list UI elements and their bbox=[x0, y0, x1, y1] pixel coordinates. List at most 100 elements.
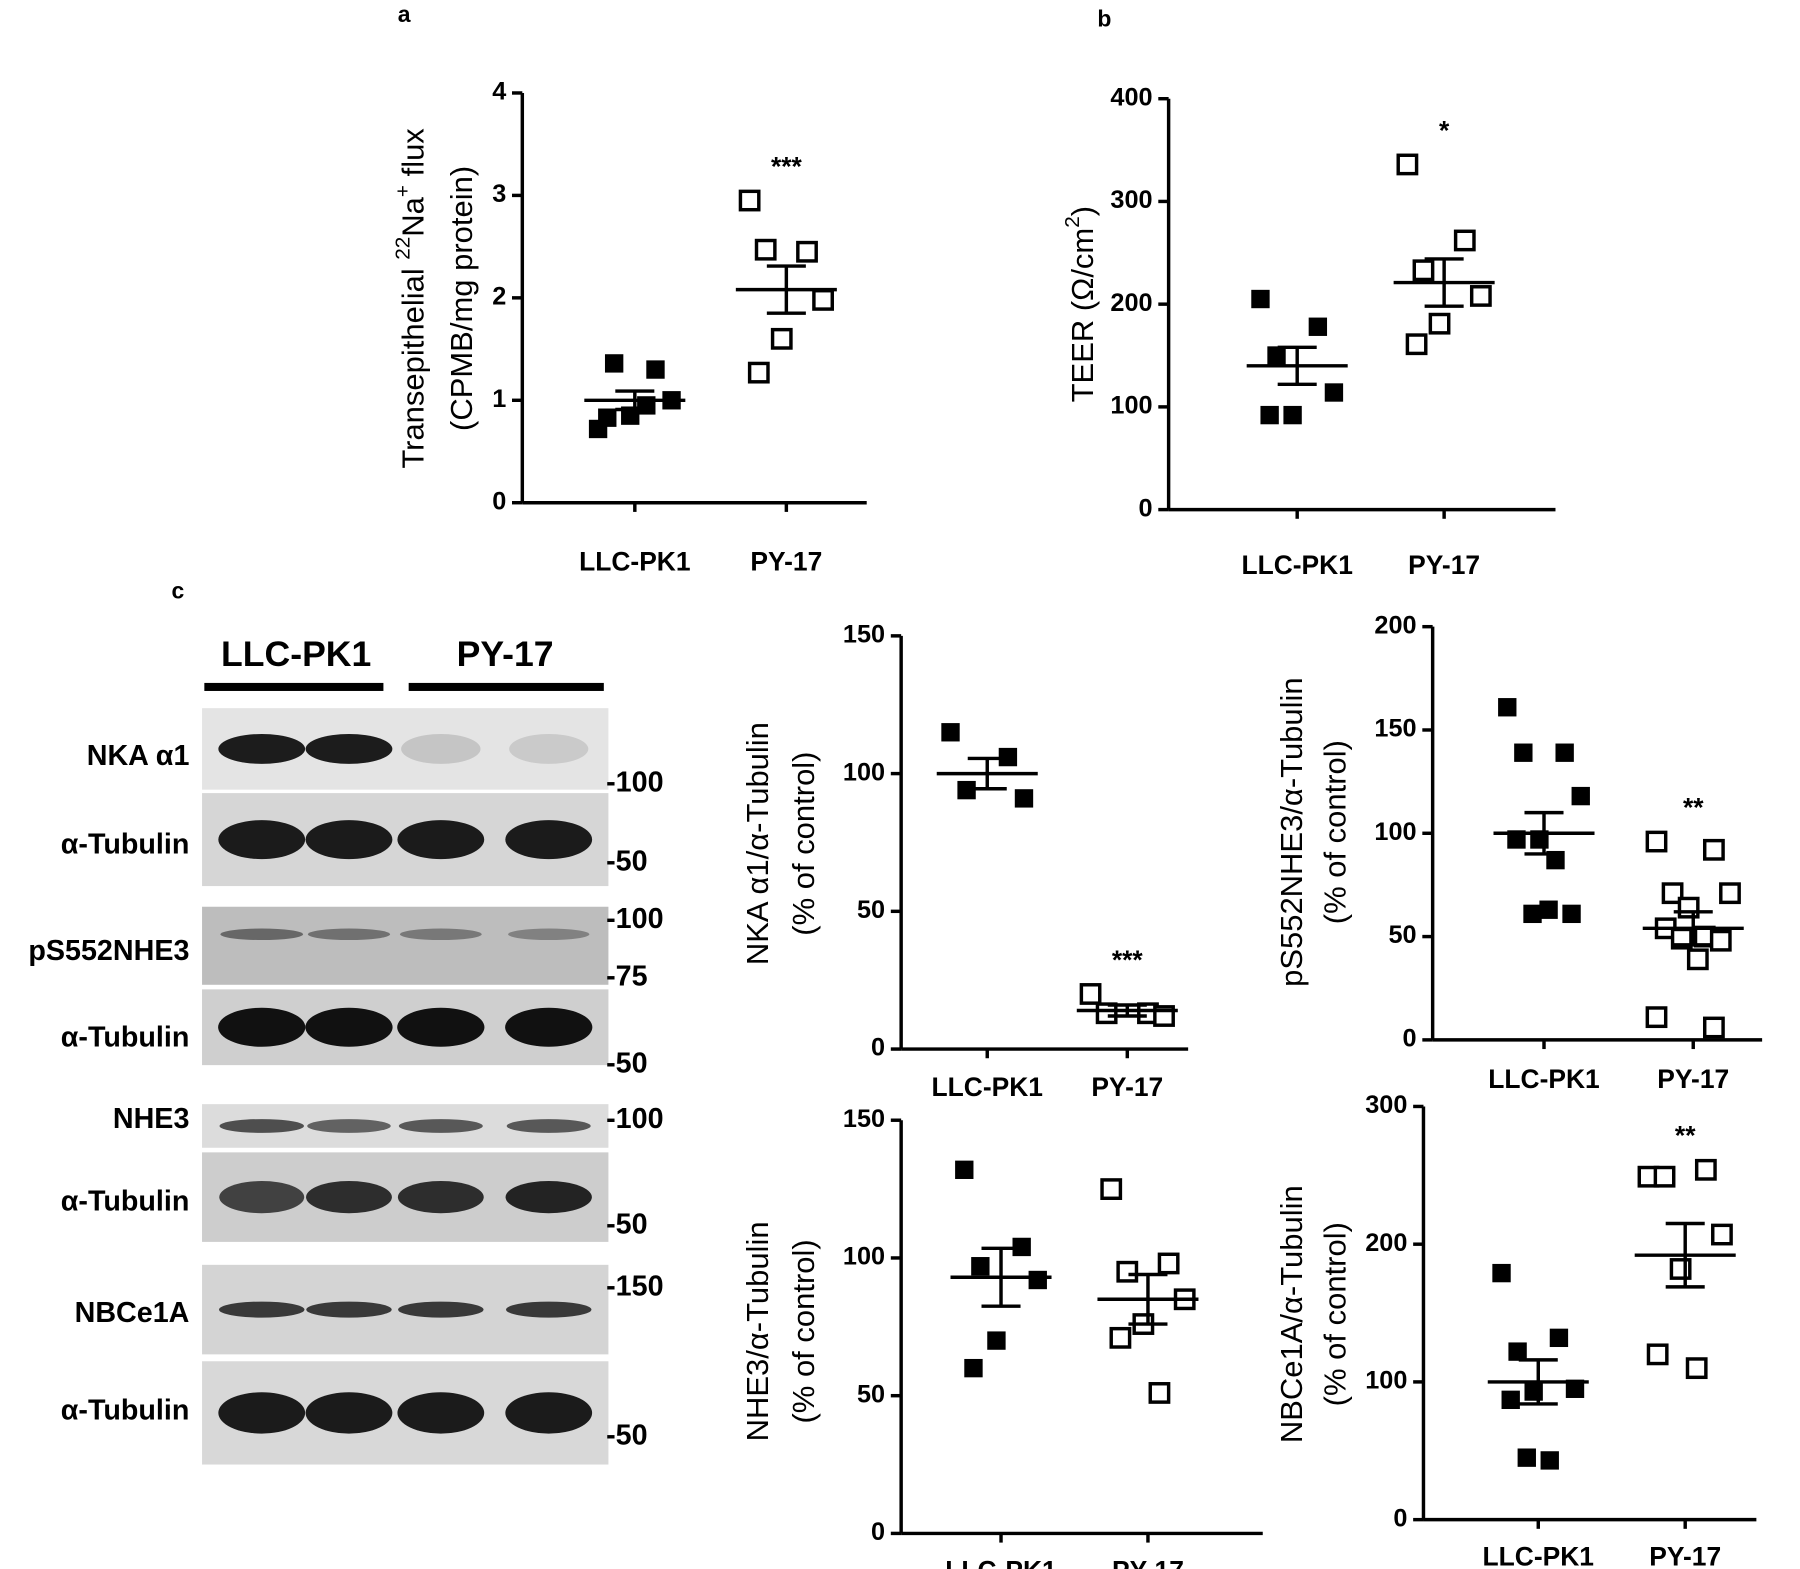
data-point bbox=[1157, 1252, 1180, 1275]
y-axis-label-part: + bbox=[392, 185, 415, 197]
significance: *** bbox=[771, 151, 803, 181]
x-tick-label: PY-17 bbox=[1657, 1064, 1729, 1094]
data-point bbox=[1412, 259, 1435, 282]
data-point bbox=[1514, 743, 1533, 762]
data-point bbox=[1148, 1382, 1171, 1404]
data-point bbox=[796, 240, 818, 263]
size-marker: -50 bbox=[606, 1420, 647, 1452]
y-tick-label: 100 bbox=[1374, 818, 1416, 846]
data-point bbox=[1100, 1178, 1123, 1200]
data-point bbox=[964, 1358, 983, 1378]
blot-band bbox=[218, 820, 306, 860]
y-axis-label-part: (% of control) bbox=[1318, 1222, 1353, 1406]
blot-band bbox=[506, 1119, 591, 1133]
blot-strip bbox=[202, 906, 609, 985]
y-axis-label: (% of control) bbox=[786, 751, 821, 935]
y-tick-label: 0 bbox=[492, 487, 506, 515]
lane-bar bbox=[408, 682, 604, 691]
data-point bbox=[1283, 405, 1302, 425]
data-point bbox=[941, 723, 960, 742]
y-tick-label: 3 bbox=[492, 180, 506, 208]
data-point bbox=[1523, 904, 1542, 924]
data-point bbox=[754, 238, 777, 261]
data-point bbox=[1453, 229, 1476, 252]
y-axis-label: NKA α1/α-Tubulin bbox=[740, 722, 775, 965]
blot-band bbox=[305, 820, 393, 860]
blot-band bbox=[307, 1119, 391, 1133]
y-tick-label: 0 bbox=[871, 1034, 885, 1062]
significance: *** bbox=[1112, 945, 1144, 975]
data-point bbox=[1661, 882, 1684, 905]
x-tick-label: PY-17 bbox=[1408, 550, 1480, 580]
blot-row-label: α-Tubulin bbox=[61, 1394, 190, 1426]
data-point bbox=[987, 1331, 1006, 1350]
data-point bbox=[1508, 1342, 1527, 1361]
y-axis-label: (% of control) bbox=[1318, 1222, 1353, 1406]
data-point bbox=[1251, 289, 1270, 309]
data-point bbox=[1702, 1016, 1725, 1039]
data-point bbox=[770, 327, 793, 350]
data-point bbox=[1645, 1006, 1668, 1029]
data-point bbox=[1709, 929, 1732, 952]
y-axis-label-part: NHE3/α-Tubulin bbox=[740, 1221, 775, 1441]
data-point bbox=[1653, 1165, 1676, 1188]
y-axis-label-part: flux bbox=[396, 128, 431, 185]
blot-row-label: α-Tubulin bbox=[61, 1021, 190, 1053]
blot-band bbox=[509, 733, 589, 764]
y-tick-label: 100 bbox=[1110, 392, 1152, 420]
data-point bbox=[1396, 153, 1419, 176]
data-point bbox=[1079, 983, 1102, 1005]
y-tick-label: 0 bbox=[1139, 494, 1153, 522]
y-axis-label-part: (% of control) bbox=[786, 1239, 821, 1423]
data-point bbox=[957, 780, 976, 800]
y-axis-label: NHE3/α-Tubulin bbox=[740, 1221, 775, 1441]
data-point bbox=[1571, 786, 1590, 806]
significance: * bbox=[1439, 115, 1450, 145]
y-axis-label: pS552NHE3/α-Tubulin bbox=[1274, 677, 1309, 987]
size-marker: -75 bbox=[606, 960, 648, 992]
data-point bbox=[812, 288, 834, 311]
data-point bbox=[1498, 698, 1517, 717]
blot-band bbox=[307, 928, 391, 941]
blot-band bbox=[305, 1007, 393, 1047]
y-tick-label: 150 bbox=[843, 1105, 885, 1133]
data-point bbox=[747, 361, 770, 384]
y-axis-label-part: 2 bbox=[1061, 216, 1084, 227]
x-tick-label: LLC-PK1 bbox=[945, 1555, 1056, 1569]
blot-band bbox=[397, 820, 485, 860]
blot-band bbox=[397, 1181, 484, 1214]
y-axis-label-part: TEER (Ω/cm bbox=[1065, 228, 1100, 403]
size-marker: -100 bbox=[606, 903, 663, 935]
data-point bbox=[1694, 1158, 1717, 1181]
x-tick-label: LLC-PK1 bbox=[1241, 550, 1352, 580]
blot-band bbox=[397, 1392, 485, 1434]
y-tick-label: 50 bbox=[1388, 921, 1416, 949]
data-point bbox=[955, 1160, 974, 1179]
y-axis-label: TEER (Ω/cm2) bbox=[1061, 206, 1100, 402]
panel-label: b bbox=[1097, 6, 1111, 32]
data-point bbox=[1686, 948, 1709, 971]
x-tick-label: PY-17 bbox=[1649, 1542, 1721, 1569]
x-tick-label: LLC-PK1 bbox=[1488, 1064, 1599, 1094]
data-point bbox=[1702, 838, 1725, 861]
y-axis-label-part: ) bbox=[1065, 206, 1100, 216]
y-axis-label-part: (% of control) bbox=[786, 751, 821, 935]
y-axis-label: (CPMB/mg protein) bbox=[444, 166, 479, 431]
blot-band bbox=[398, 1119, 483, 1133]
data-point bbox=[604, 354, 624, 373]
lane-label: PY-17 bbox=[457, 634, 554, 674]
significance: ** bbox=[1683, 792, 1704, 822]
y-tick-label: 50 bbox=[857, 1380, 885, 1408]
data-point bbox=[1260, 405, 1279, 425]
size-marker: -100 bbox=[606, 767, 663, 799]
y-tick-label: 300 bbox=[1110, 186, 1152, 214]
data-point bbox=[1540, 1451, 1559, 1470]
data-point bbox=[1719, 882, 1741, 905]
y-tick-label: 200 bbox=[1365, 1229, 1407, 1257]
data-point bbox=[1669, 1258, 1692, 1280]
data-point bbox=[998, 747, 1018, 767]
y-tick-label: 300 bbox=[1365, 1091, 1407, 1119]
data-point bbox=[1555, 743, 1574, 762]
data-point bbox=[1549, 1328, 1569, 1348]
blot-band bbox=[397, 1007, 485, 1047]
